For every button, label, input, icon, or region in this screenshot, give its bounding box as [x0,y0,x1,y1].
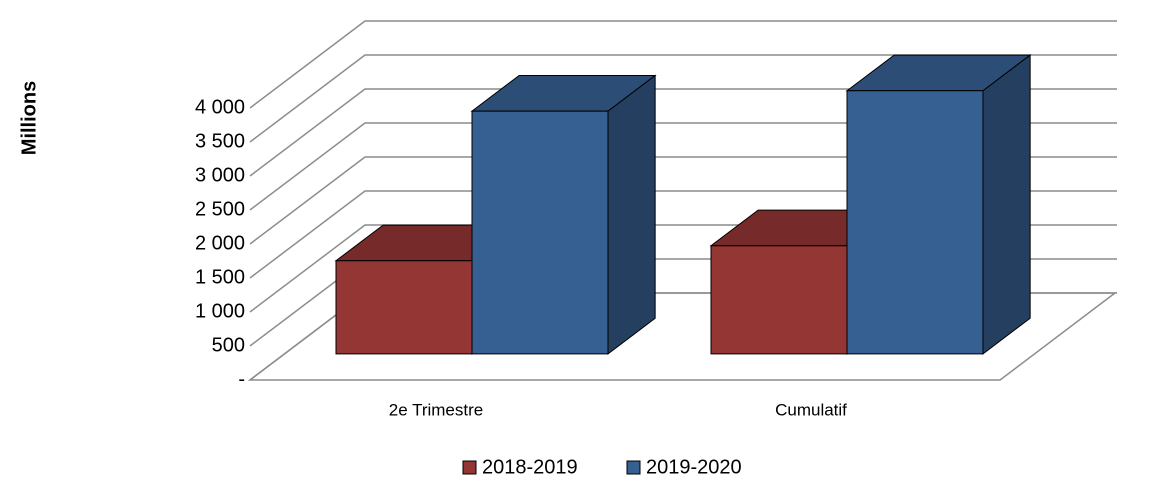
y-tick-label: 1 000 [195,300,245,322]
legend-swatch [626,460,641,475]
bar [846,90,984,355]
legend-label: 2018-2019 [482,456,578,478]
y-tick-label: 2 000 [195,232,245,254]
legend-label: 2019-2020 [646,456,742,478]
grid-line [249,20,1117,109]
bar [710,245,848,355]
bar [471,110,609,355]
bar [335,260,473,355]
bar-side [982,54,1031,355]
y-tick-label: 500 [212,334,245,356]
y-tick-label: 2 500 [195,198,245,220]
x-tick-label: Cumulatif [775,400,847,419]
y-tick-label: - [238,368,245,390]
x-tick-label: 2e Trimestre [389,400,483,419]
y-tick-label: 3 000 [195,164,245,186]
y-axis-label: Millions [18,81,40,155]
grid-line [249,54,1117,143]
bar-side [607,74,656,355]
legend-swatch [462,460,477,475]
y-tick-label: 3 500 [195,130,245,152]
y-tick-label: 4 000 [195,96,245,118]
y-tick-label: 1 500 [195,266,245,288]
